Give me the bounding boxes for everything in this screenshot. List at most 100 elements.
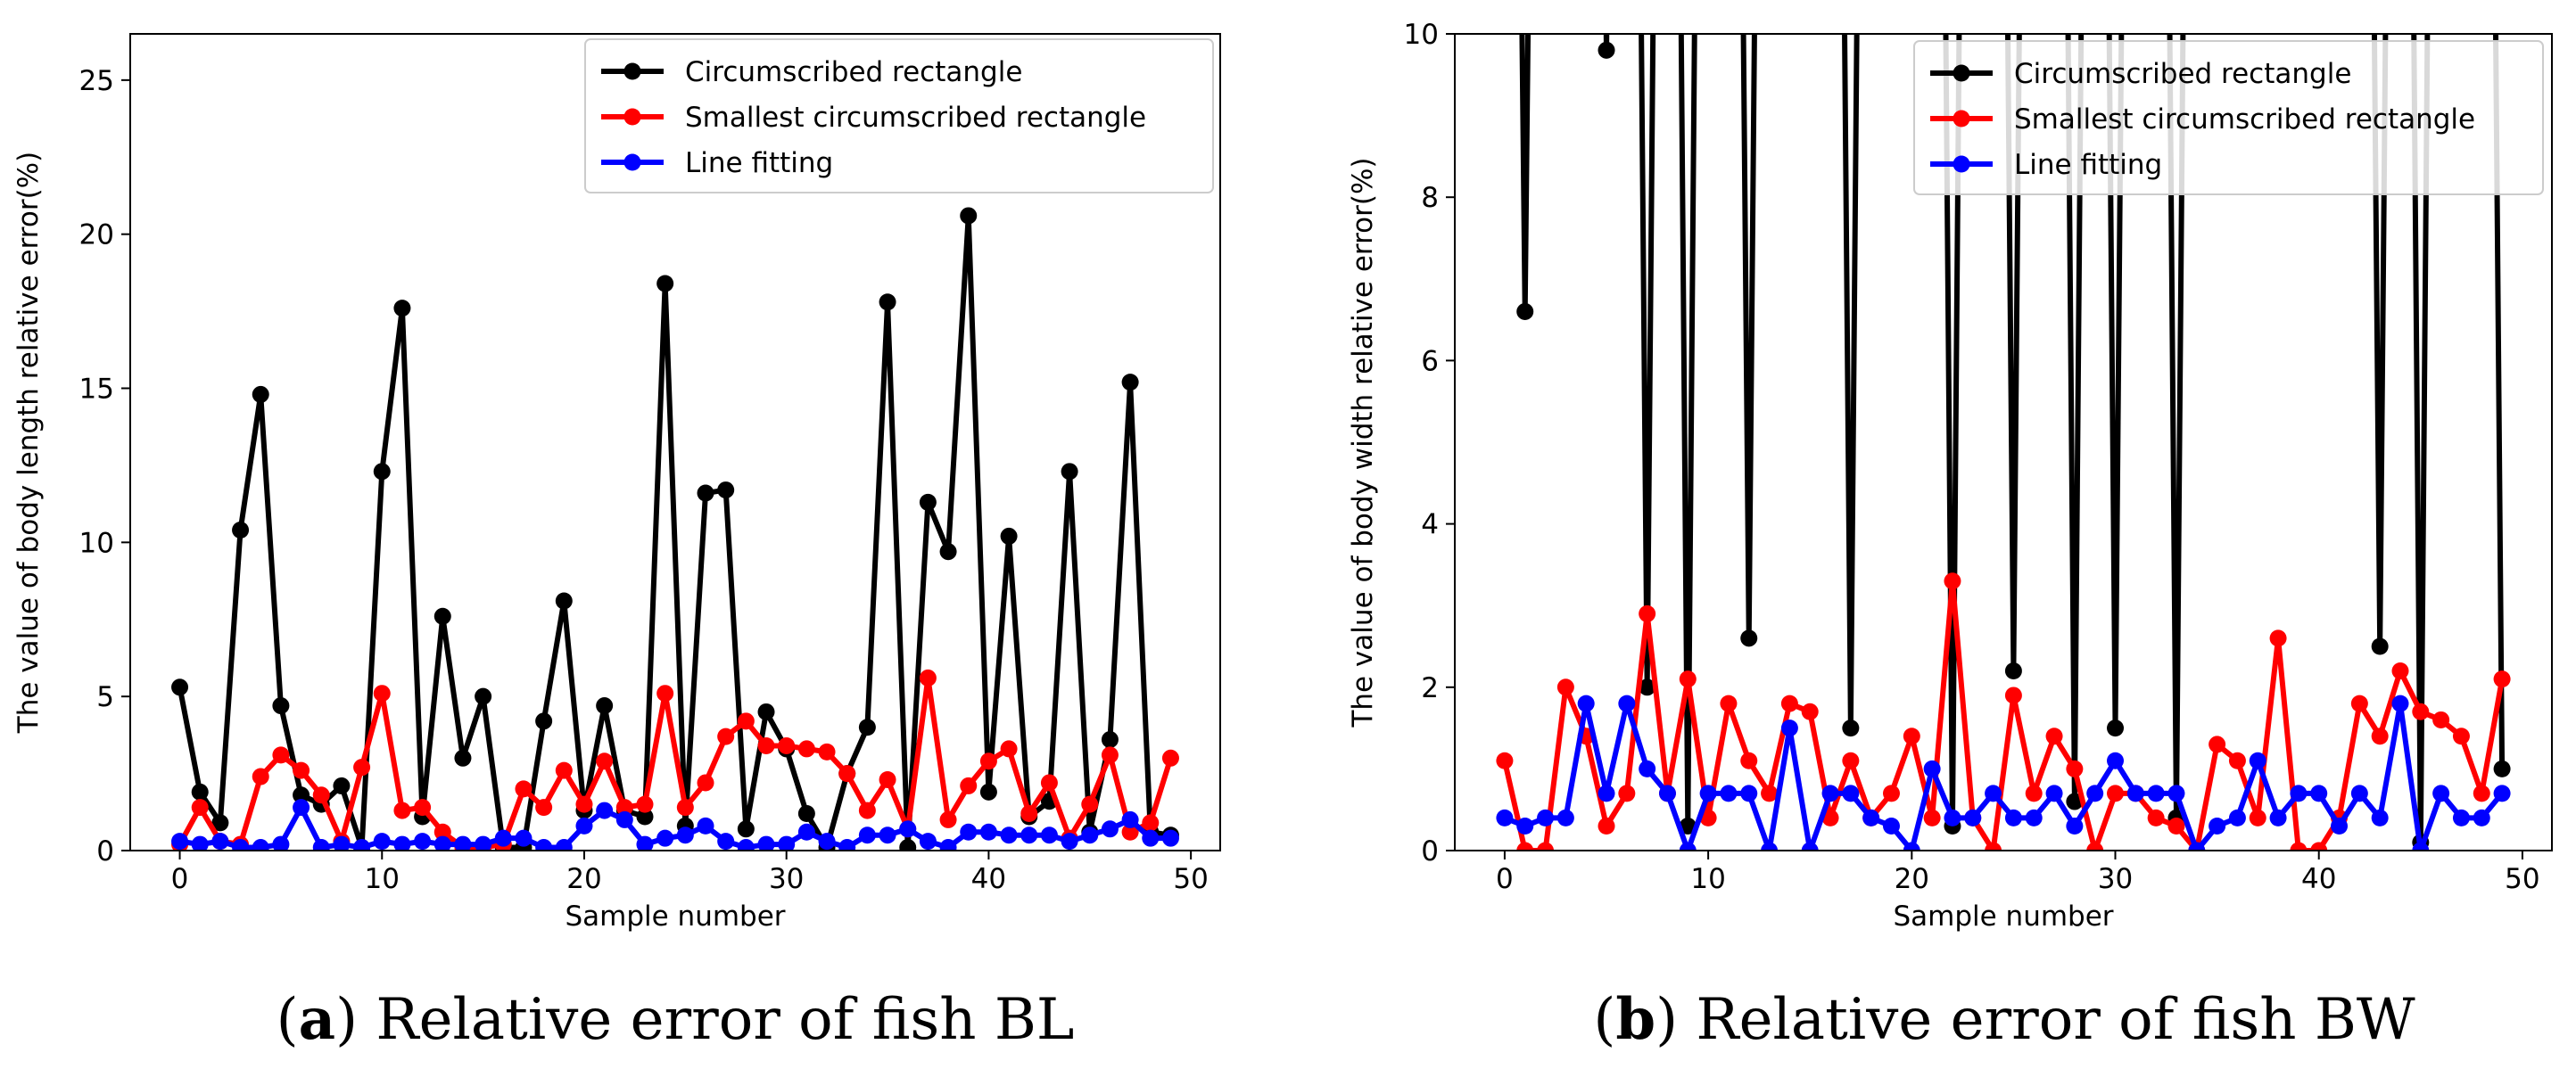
- data-point-series-2-sample-17: [515, 829, 533, 847]
- data-point-series-0-sample-12: [1740, 629, 1758, 647]
- data-point-series-2-sample-16: [1821, 785, 1839, 802]
- data-point-series-1-sample-47: [1121, 823, 1139, 841]
- data-point-series-1-sample-39: [960, 777, 978, 794]
- data-point-series-2-sample-8: [333, 835, 351, 851]
- data-point-series-1-sample-34: [858, 802, 876, 819]
- data-point-series-2-sample-15: [1801, 842, 1819, 851]
- data-point-series-1-sample-35: [2209, 736, 2226, 753]
- data-point-series-1-sample-43: [2371, 728, 2389, 745]
- y-tick-label: 0: [1421, 835, 1439, 868]
- data-point-series-2-sample-12: [414, 833, 432, 851]
- data-point-series-1-sample-4: [252, 768, 269, 785]
- data-point-series-1-sample-29: [2086, 842, 2104, 851]
- data-point-series-0-sample-30: [2107, 720, 2125, 737]
- chart-body-length: 0 10 20 30 40 50 0 5 10 15 20 25 Sample number The va…: [12, 33, 1221, 1053]
- data-point-series-1-sample-46: [2432, 711, 2450, 728]
- caption-letter: a: [299, 986, 335, 1053]
- data-point-series-2-sample-5: [272, 835, 290, 851]
- data-point-series-2-sample-10: [373, 833, 391, 851]
- data-point-series-1-sample-33: [2167, 818, 2185, 835]
- data-point-series-2-sample-36: [899, 820, 917, 838]
- data-point-series-1-sample-30: [2107, 785, 2125, 802]
- data-point-series-2-sample-10: [1699, 785, 1717, 802]
- data-point-series-2-sample-3: [232, 839, 250, 851]
- data-point-series-2-sample-21: [1923, 760, 1941, 777]
- data-point-series-1-sample-48: [1142, 814, 1160, 832]
- data-point-series-1-sample-28: [737, 712, 755, 730]
- y-axis-label: The value of body length relative error(…: [12, 152, 45, 734]
- data-point-series-2-sample-34: [2188, 842, 2206, 851]
- caption-paren-close: ): [335, 987, 358, 1053]
- data-point-series-0-sample-5: [272, 697, 290, 715]
- data-point-series-2-sample-41: [1000, 826, 1018, 844]
- x-tick-label: 50: [2505, 863, 2539, 895]
- legend-label: Circumscribed rectangle: [685, 56, 1022, 88]
- data-point-series-0-sample-44: [1061, 463, 1078, 481]
- data-point-series-2-sample-21: [596, 802, 614, 819]
- data-point-series-2-sample-23: [636, 835, 654, 851]
- data-point-series-2-sample-31: [2126, 785, 2144, 802]
- data-point-series-0-sample-31: [797, 805, 815, 823]
- data-point-series-1-sample-24: [656, 685, 674, 703]
- y-tick-label: 10: [79, 527, 114, 559]
- data-point-series-2-sample-25: [676, 826, 694, 844]
- data-point-series-1-sample-14: [1780, 695, 1798, 712]
- y-tick-label: 8: [1421, 182, 1439, 214]
- data-point-series-2-sample-4: [1577, 695, 1595, 712]
- data-point-series-0-sample-28: [737, 820, 755, 838]
- data-point-series-2-sample-38: [939, 839, 957, 851]
- data-point-series-2-sample-36: [2228, 809, 2246, 826]
- data-point-series-1-sample-19: [555, 761, 573, 779]
- data-point-series-2-sample-34: [858, 826, 876, 844]
- data-point-series-2-sample-8: [1658, 785, 1676, 802]
- data-point-series-2-sample-20: [1903, 842, 1920, 851]
- data-point-series-0-sample-11: [393, 300, 411, 317]
- data-point-series-1-sample-10: [373, 685, 391, 703]
- legend-label: Line fitting: [2014, 149, 2162, 181]
- data-point-series-2-sample-46: [2432, 785, 2450, 802]
- data-point-series-2-sample-39: [2290, 785, 2308, 802]
- data-point-series-0-sample-14: [454, 749, 472, 767]
- data-point-series-1-sample-23: [636, 795, 654, 813]
- data-point-series-1-sample-11: [393, 802, 411, 819]
- data-point-series-0-sample-10: [373, 463, 391, 481]
- legend-box: [584, 38, 1214, 193]
- data-point-series-2-sample-32: [818, 833, 836, 851]
- data-point-series-0-sample-1: [1516, 302, 1534, 320]
- data-point-series-2-sample-40: [979, 823, 997, 841]
- data-point-series-2-sample-47: [1121, 810, 1139, 828]
- data-point-series-0-sample-27: [717, 481, 735, 499]
- legend-marker: [623, 62, 641, 80]
- data-point-series-2-sample-9: [353, 839, 371, 851]
- data-point-series-2-sample-4: [252, 839, 269, 851]
- data-point-series-2-sample-42: [1020, 826, 1038, 844]
- y-tick-label: 5: [96, 681, 114, 713]
- data-point-series-2-sample-1: [1516, 818, 1534, 835]
- data-point-series-1-sample-22: [615, 799, 633, 817]
- caption-paren-open: (: [277, 987, 299, 1053]
- data-point-series-1-sample-45: [1081, 795, 1099, 813]
- data-point-series-2-sample-28: [737, 839, 755, 851]
- y-tick-label: 4: [1421, 509, 1439, 541]
- data-point-series-2-sample-14: [1780, 720, 1798, 737]
- y-tick-label: 10: [1404, 19, 1439, 51]
- data-point-series-2-sample-49: [1161, 829, 1179, 847]
- data-point-series-0-sample-40: [979, 783, 997, 801]
- data-point-series-1-sample-25: [2004, 687, 2022, 704]
- data-point-series-2-sample-49: [2493, 785, 2511, 802]
- data-point-series-2-sample-13: [433, 835, 451, 851]
- data-point-series-2-sample-12: [1740, 785, 1758, 802]
- x-tick-label: 50: [1173, 863, 1208, 895]
- data-point-series-1-sample-5: [1598, 818, 1615, 835]
- data-point-series-2-sample-35: [879, 826, 896, 844]
- data-point-series-2-sample-45: [2412, 842, 2430, 851]
- data-point-series-0-sample-4: [252, 385, 269, 403]
- data-point-series-0-sample-43: [2371, 637, 2389, 655]
- data-point-series-0-sample-49: [2493, 760, 2511, 777]
- data-point-series-2-sample-19: [555, 839, 573, 851]
- data-point-series-2-sample-7: [1639, 760, 1656, 777]
- x-tick-label: 20: [566, 863, 601, 895]
- data-point-series-2-sample-26: [2025, 809, 2043, 826]
- data-point-series-0-sample-9: [1679, 818, 1697, 835]
